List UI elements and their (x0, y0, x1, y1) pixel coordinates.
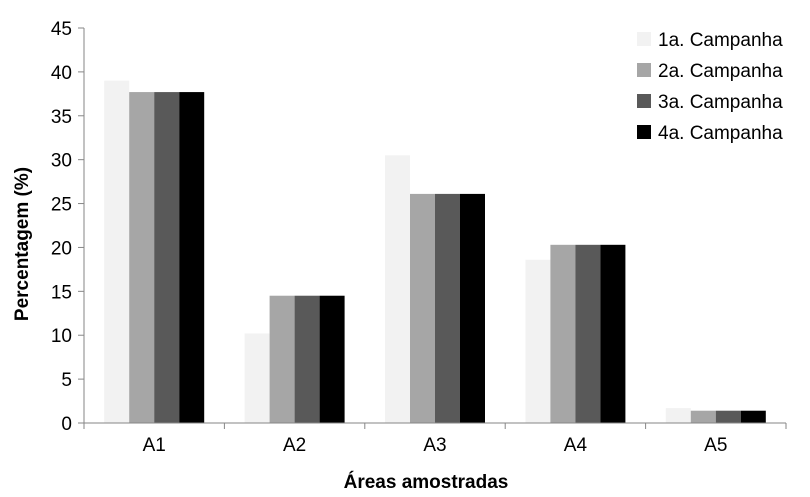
y-tick-label: 15 (51, 282, 72, 303)
x-tick-label: A3 (423, 435, 446, 456)
bar-a1-series-3 (154, 92, 180, 424)
legend-swatch (637, 94, 651, 108)
bar-a2-series-1 (244, 333, 270, 423)
x-axis-ticks: A1 A2 A3 A4 A5 (83, 423, 787, 456)
bar-a4-series-4 (600, 244, 626, 423)
legend: 1a. Campanha 2a. Campanha 3a. Campanha 4a. … (637, 30, 783, 144)
bar-a3-series-4 (460, 193, 485, 423)
bar-a5-series-2 (690, 410, 716, 423)
y-tick-label: 30 (51, 151, 72, 172)
y-tick-label: 10 (51, 326, 72, 347)
x-axis-title: Áreas amostradas (344, 471, 509, 493)
x-tick-label: A2 (283, 435, 306, 456)
y-axis-ticks: 0 5 10 15 20 25 30 35 40 45 (51, 19, 84, 435)
bar-a3-series-3 (435, 193, 460, 423)
legend-label: 3a. Campanha (658, 92, 783, 113)
y-tick-label: 35 (51, 107, 72, 128)
bar-a2-series-4 (319, 295, 345, 423)
legend-swatch (637, 125, 651, 139)
x-tick-label: A1 (143, 435, 166, 456)
y-tick-label: 40 (51, 63, 72, 84)
legend-label: 4a. Campanha (658, 123, 783, 144)
bar-a4-series-2 (550, 244, 576, 423)
bars (104, 80, 766, 424)
y-tick-label: 20 (51, 238, 72, 259)
bar-a1-series-2 (129, 92, 155, 424)
x-tick-label: A4 (564, 435, 588, 456)
bar-a2-series-2 (269, 295, 295, 423)
bar-a3-series-2 (410, 193, 435, 423)
bar-a5-series-1 (665, 408, 691, 423)
legend-swatch (637, 63, 651, 77)
x-tick-label: A5 (704, 435, 727, 456)
y-tick-label: 25 (51, 195, 72, 216)
bar-a3-series-1 (385, 155, 410, 423)
y-axis-title: Percentagem (%) (12, 167, 33, 321)
bar-a1-series-4 (179, 92, 205, 424)
bar-a2-series-3 (294, 295, 320, 423)
bar-a5-series-3 (715, 410, 741, 423)
bar-a5-series-4 (740, 410, 766, 423)
legend-label: 1a. Campanha (658, 30, 783, 51)
legend-swatch (637, 32, 651, 46)
bar-a1-series-1 (104, 80, 130, 424)
y-tick-label: 5 (61, 370, 72, 391)
y-tick-label: 0 (61, 414, 72, 435)
bar-a4-series-1 (525, 259, 551, 423)
legend-label: 2a. Campanha (658, 61, 783, 82)
bar-a4-series-3 (575, 244, 601, 423)
y-tick-label: 45 (51, 19, 72, 40)
